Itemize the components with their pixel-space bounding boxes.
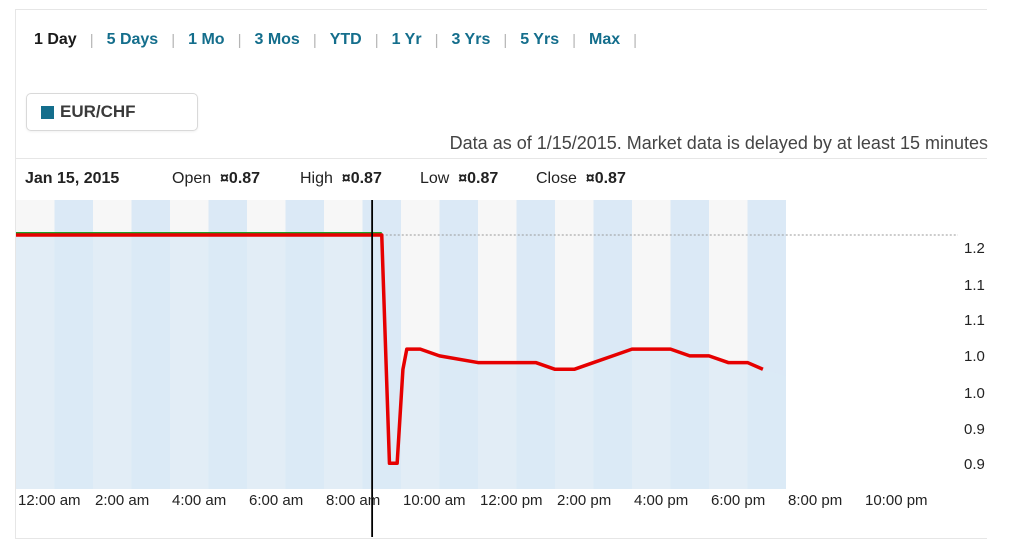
tab-separator: | [503, 31, 508, 49]
x-tick-label: 12:00 am [18, 492, 81, 509]
x-tick-label: 10:00 am [403, 492, 466, 509]
close-label: Close [536, 170, 577, 187]
y-tick-label: 1.1 [964, 277, 985, 294]
open-value: ¤0.87 [220, 170, 261, 187]
hour-band [863, 200, 902, 489]
quote-high: High ¤0.87 [300, 170, 382, 188]
tab-3-yrs[interactable]: 3 Yrs [451, 31, 491, 48]
quote-close: Close ¤0.87 [536, 170, 626, 188]
tab-separator: | [171, 31, 176, 49]
x-tick-label: 2:00 pm [557, 492, 611, 509]
x-tick-label: 4:00 pm [634, 492, 688, 509]
x-tick-label: 8:00 am [326, 492, 380, 509]
x-tick-label: 6:00 am [249, 492, 303, 509]
tab-3-mos[interactable]: 3 Mos [254, 31, 300, 48]
low-value: ¤0.87 [458, 170, 499, 187]
data-as-of-note: Data as of 1/15/2015. Market data is del… [449, 133, 988, 153]
open-label: Open [172, 170, 212, 187]
y-tick-label: 0.9 [964, 421, 985, 438]
hour-band [901, 200, 940, 489]
y-tick-label: 1.2 [964, 240, 985, 257]
quote-summary-bar [15, 158, 987, 198]
quote-date: Jan 15, 2015 [25, 170, 119, 188]
tab-5-days[interactable]: 5 Days [106, 31, 159, 48]
quote-date-value: Jan 15, 2015 [25, 170, 120, 187]
y-tick-label: 0.9 [964, 456, 985, 473]
series-swatch [41, 105, 54, 119]
high-label: High [300, 170, 333, 187]
tab-5-yrs[interactable]: 5 Yrs [520, 31, 560, 48]
low-label: Low [420, 170, 450, 187]
price-area [16, 235, 786, 489]
hour-band [824, 200, 863, 489]
x-tick-label: 2:00 am [95, 492, 149, 509]
x-tick-label: 8:00 pm [788, 492, 842, 509]
tab-1-day[interactable]: 1 Day [34, 31, 77, 48]
quote-low: Low ¤0.87 [420, 170, 498, 188]
high-value: ¤0.87 [341, 170, 382, 187]
symbol-label: EUR/CHF [60, 102, 136, 121]
tab-separator: | [633, 31, 638, 49]
y-tick-label: 1.0 [964, 385, 985, 402]
tab-ytd[interactable]: YTD [329, 31, 362, 48]
quote-open: Open ¤0.87 [172, 170, 260, 188]
hour-band [786, 200, 825, 489]
tab-separator: | [312, 31, 317, 49]
range-tabs: 1 Day | 5 Days | 1 Mo | 3 Mos | YTD | 1 Yr | 3 Yrs | 5… [34, 30, 650, 50]
tab-separator: | [572, 31, 577, 49]
x-tick-label: 12:00 pm [480, 492, 543, 509]
tab-separator: | [374, 31, 379, 49]
close-value: ¤0.87 [585, 170, 626, 187]
tab-separator: | [434, 31, 439, 49]
tab-1-mo[interactable]: 1 Mo [188, 31, 225, 48]
y-tick-label: 1.0 [964, 348, 985, 365]
x-tick-label: 6:00 pm [711, 492, 765, 509]
x-tick-label: 10:00 pm [865, 492, 928, 509]
tab-separator: | [237, 31, 242, 49]
chart-panel [15, 9, 987, 539]
tab-max[interactable]: Max [589, 31, 621, 48]
tab-1-yr[interactable]: 1 Yr [391, 31, 422, 48]
price-line [16, 233, 764, 466]
tab-separator: | [89, 31, 94, 49]
x-tick-label: 4:00 am [172, 492, 226, 509]
y-tick-label: 1.1 [964, 312, 985, 329]
symbol-legend-chip[interactable]: EUR/CHF [26, 93, 198, 131]
